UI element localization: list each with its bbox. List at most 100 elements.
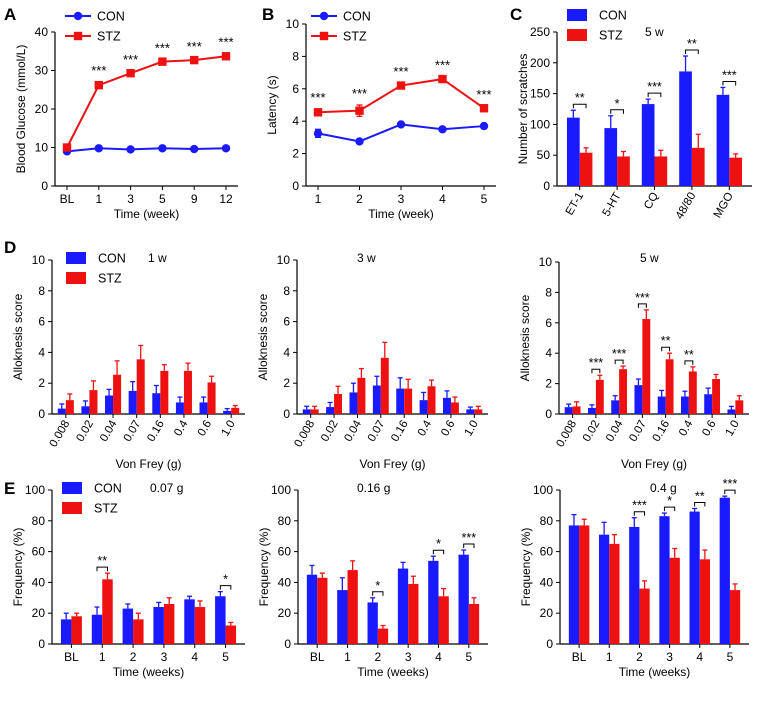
bar-con xyxy=(716,94,730,186)
y-tick-label: 4 xyxy=(545,346,552,360)
data-point-con xyxy=(396,120,406,129)
significance-label: *** xyxy=(352,86,367,101)
bar-stz xyxy=(735,400,744,414)
x-tick-label: 5 xyxy=(159,192,166,206)
x-tick-label: 1 xyxy=(99,650,106,664)
x-tick-label: 4 xyxy=(696,650,703,664)
significance-label: ** xyxy=(97,554,107,568)
panel-note: 3 w xyxy=(357,251,376,265)
data-point-con xyxy=(313,129,323,138)
chart-b: 0 2 4 6 8 10 Latency (s) 1 2 3 4 5 Time (week) *** ***… xyxy=(265,10,496,221)
y-tick-label: 250 xyxy=(530,25,550,39)
x-tick-label: 0.008 xyxy=(48,419,73,450)
bar-con xyxy=(611,400,620,414)
bar-stz xyxy=(347,570,358,644)
x-tick-label: 0.02 xyxy=(581,419,603,444)
x-tick-label: 4 xyxy=(435,650,442,664)
x-tick-label: 1 xyxy=(315,192,322,206)
chart-d2: 0 2 4 6 8 10 Alloknesis score 0.008 0.02 0.04 0.07… xyxy=(256,251,488,471)
x-tick-label: 5-HT xyxy=(601,191,624,219)
panel-letter-b: B xyxy=(262,5,274,24)
legend-label-con: CON xyxy=(343,10,371,24)
bar-stz xyxy=(642,319,651,414)
chart-e3: 0 20 40 60 80 100 Frequency (%) BL 1 2 3 4 5 Time (we… xyxy=(519,477,749,679)
bar-stz xyxy=(408,583,419,644)
y-axis-label: Alloknesis score xyxy=(256,293,270,380)
bar-stz xyxy=(729,157,743,186)
bar-stz xyxy=(729,590,741,644)
data-point-stz xyxy=(190,55,199,65)
y-tick-label: 0 xyxy=(284,637,291,651)
significance-label: ** xyxy=(687,37,697,51)
x-tick-label: 0.6 xyxy=(196,419,214,439)
data-point-stz xyxy=(479,104,489,113)
y-tick-label: 2 xyxy=(545,377,552,391)
chart-d3: 0 2 4 6 8 10 Alloknesis score 0.008 0.02 0.04 0.07… xyxy=(518,251,749,471)
bar-stz xyxy=(654,156,668,186)
x-tick-label: BL xyxy=(64,650,79,664)
panel-letter-c: C xyxy=(510,5,522,24)
significance-label: * xyxy=(436,537,441,551)
bar-con xyxy=(604,128,618,186)
significance-label: *** xyxy=(635,291,650,305)
bar-con xyxy=(199,402,208,414)
x-axis-label: Von Frey (g) xyxy=(621,457,687,471)
x-axis-label: Time (weeks) xyxy=(357,665,429,679)
bar-con xyxy=(719,497,730,644)
legend-swatch-stz xyxy=(567,29,587,41)
y-tick-label: 8 xyxy=(292,49,299,63)
x-tick-label: 3 xyxy=(666,650,673,664)
bar-stz xyxy=(438,596,449,644)
y-axis-label: Frequency (%) xyxy=(257,528,271,607)
x-tick-label: BL xyxy=(60,192,75,206)
significance-bracket xyxy=(647,92,662,98)
bar-con xyxy=(680,396,689,414)
bar-stz xyxy=(65,400,74,414)
x-tick-label: 0.4 xyxy=(416,418,435,438)
bar-con xyxy=(727,409,736,414)
y-tick-label: 10 xyxy=(35,141,49,155)
y-tick-label: 40 xyxy=(35,25,49,39)
panel-note: 5 w xyxy=(640,251,659,265)
y-tick-label: 10 xyxy=(539,255,553,269)
bar-con xyxy=(397,568,409,644)
x-tick-label: CQ xyxy=(642,190,661,211)
bar-con xyxy=(458,554,469,644)
data-point-stz xyxy=(158,57,167,66)
y-tick-label: 8 xyxy=(38,284,45,298)
panel-note: 1 w xyxy=(148,251,167,265)
legend-label-stz: STZ xyxy=(98,272,122,286)
y-tick-label: 8 xyxy=(545,285,552,299)
significance-label: *** xyxy=(723,477,738,491)
significance-bracket xyxy=(614,359,624,365)
y-tick-label: 6 xyxy=(38,315,45,329)
x-tick-label: 48/80 xyxy=(674,191,699,222)
x-tick-label: 1.0 xyxy=(724,419,742,439)
bar-con xyxy=(81,406,90,414)
x-tick-label: ET-1 xyxy=(564,191,587,218)
bar-con xyxy=(689,511,700,644)
legend-label-stz: STZ xyxy=(97,30,121,44)
significance-label: ** xyxy=(684,348,694,362)
legend-label-con: CON xyxy=(98,252,126,266)
significance-bracket xyxy=(661,346,671,352)
significance-label: * xyxy=(667,494,672,508)
panel-letter-e: E xyxy=(4,479,15,498)
x-tick-label: 3 xyxy=(127,192,134,206)
significance-bracket xyxy=(637,303,647,308)
bar-stz xyxy=(183,370,192,414)
legend-label-con: CON xyxy=(94,482,122,496)
y-tick-label: 4 xyxy=(38,345,45,359)
bar-stz xyxy=(160,370,169,414)
panel-letter-d: D xyxy=(4,238,16,257)
bar-con xyxy=(60,619,72,644)
significance-bracket xyxy=(610,109,624,114)
y-tick-label: 100 xyxy=(530,117,550,131)
x-tick-label: 0.07 xyxy=(366,419,388,444)
y-tick-label: 10 xyxy=(286,17,300,31)
x-tick-label: 3 xyxy=(161,650,168,664)
bar-con xyxy=(128,390,137,414)
legend-marker-stz xyxy=(73,31,83,41)
x-axis-label: Von Frey (g) xyxy=(359,457,425,471)
bar-con xyxy=(326,407,335,414)
